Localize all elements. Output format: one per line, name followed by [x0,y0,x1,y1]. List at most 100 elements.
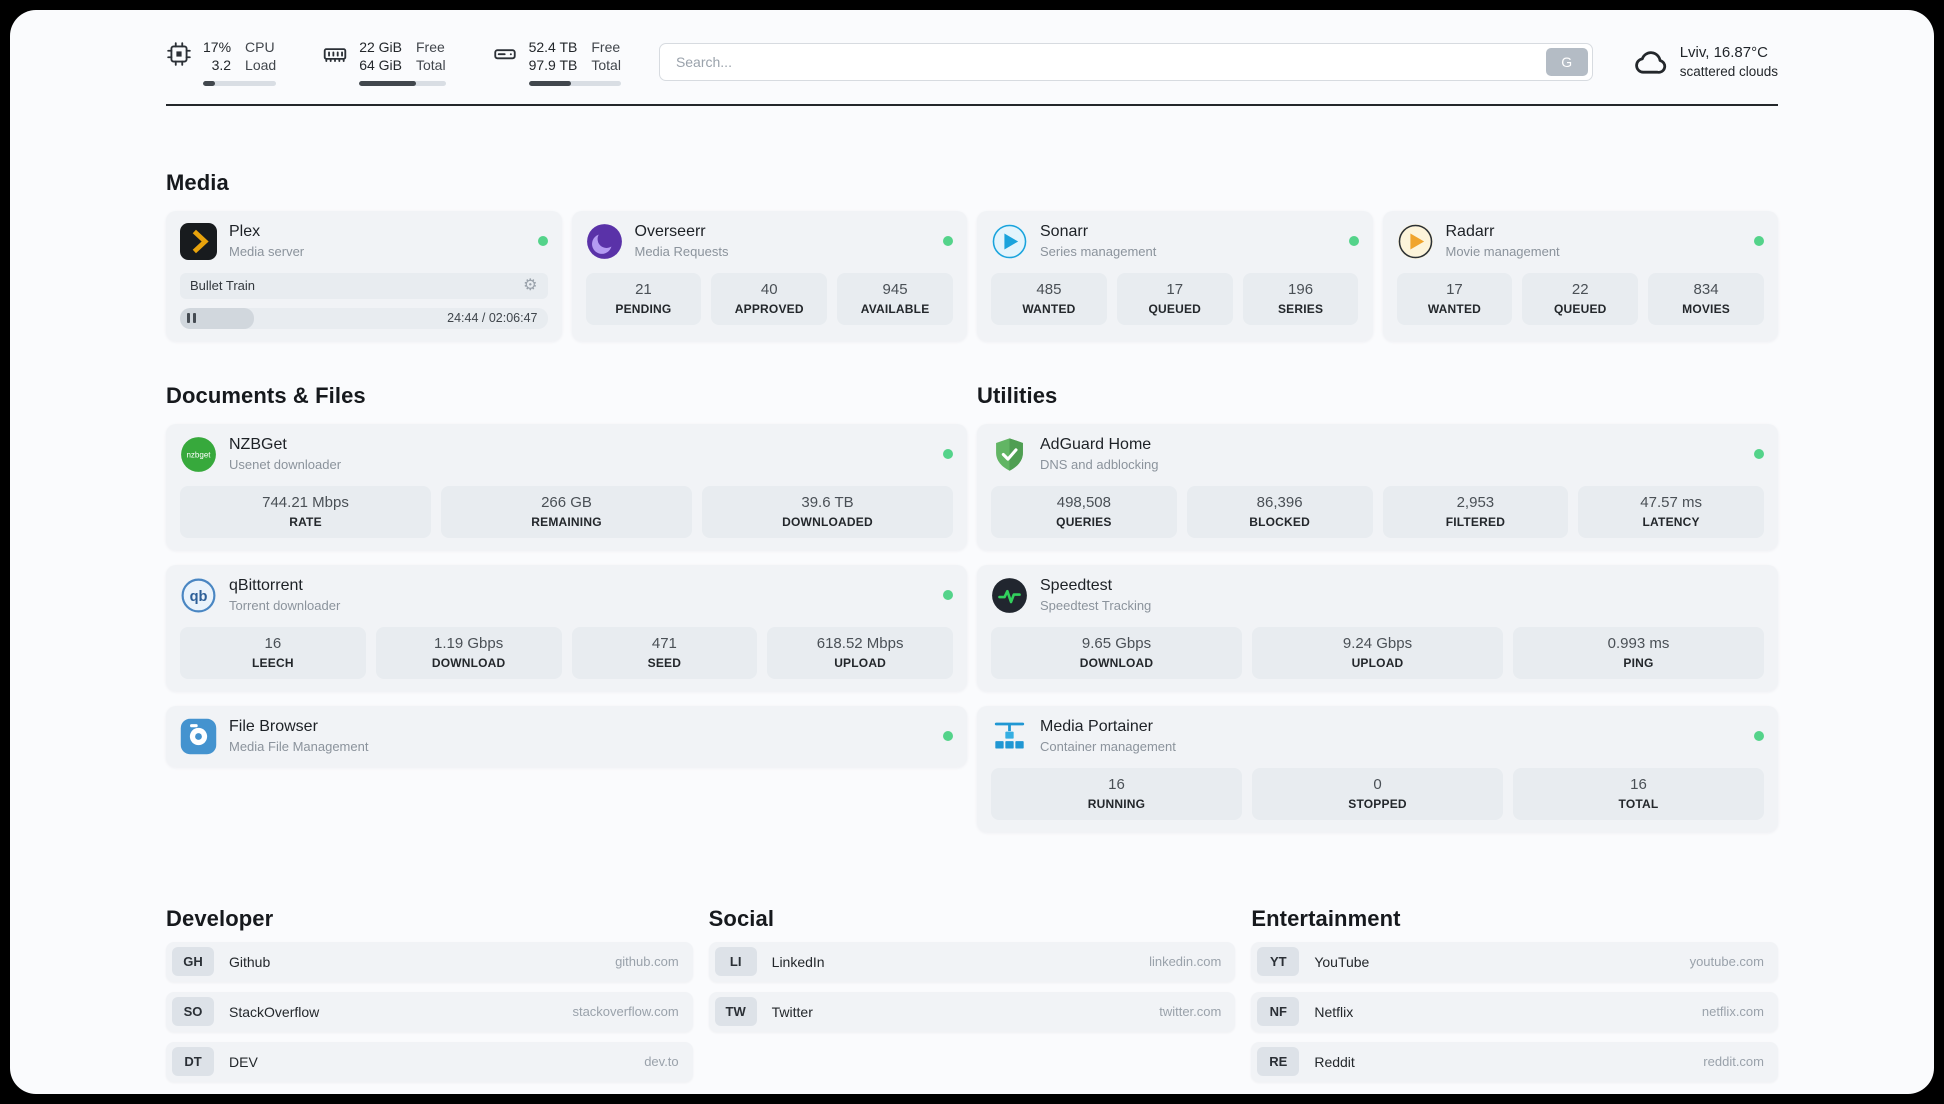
app-name: qBittorrent [229,577,303,595]
search-input[interactable] [663,53,1546,70]
stat-blocked: 86,396 BLOCKED [1186,485,1373,538]
disk-total-value: 97.9 TB [528,57,578,74]
stat-upload: 9.24 Gbps UPLOAD [1252,626,1503,679]
disk-icon [492,41,518,67]
filebrowser-card[interactable]: File Browser Media File Management [166,705,967,767]
overseerr-card[interactable]: Overseerr Media Requests 21 PENDING 40 A… [571,210,967,341]
bookmark-name: DEV [229,1053,258,1070]
plex-card[interactable]: Plex Media server Bullet Train ⚙ 24:44 /… [166,210,562,341]
cloud-icon [1631,46,1669,78]
status-dot [537,236,548,247]
bookmark-name: StackOverflow [229,1003,320,1020]
playback-time: 24:44 / 02:06:47 [447,311,538,326]
portainer-icon [991,718,1028,755]
nzbget-icon: nzbget [180,436,217,473]
app-desc: Torrent downloader [229,598,341,614]
sonarr-card[interactable]: Sonarr Series management 485 WANTED 17 Q… [977,210,1373,341]
status-dot [943,449,953,460]
pause-icon[interactable] [187,308,196,329]
bookmark-abbr: GH [172,947,214,977]
bookmark-url: youtube.com [1689,954,1764,970]
section-title-documents: Documents & Files [166,382,366,408]
bookmark-abbr: LI [714,947,757,977]
bookmark-linkedin[interactable]: LI LinkedIn linkedin.com [708,941,1236,982]
stat-ping: 0.993 ms PING [1513,626,1764,679]
radarr-card[interactable]: Radarr Movie management 17 WANTED 22 QUE… [1382,210,1778,341]
app-name: Speedtest [1040,577,1113,595]
now-playing-title: Bullet Train [190,278,256,294]
bookmark-reddit[interactable]: RE Reddit reddit.com [1251,1041,1778,1082]
bookmark-netflix[interactable]: NF Netflix netflix.com [1251,991,1778,1032]
portainer-card[interactable]: Media Portainer Container management 16 … [977,705,1778,832]
status-dot [1754,236,1764,247]
ram-icon [322,41,348,67]
stat-movies: 834 MOVIES [1648,272,1764,325]
status-dot [943,236,953,247]
bookmark-url: netflix.com [1701,1004,1764,1020]
gear-icon[interactable]: ⚙ [523,276,538,294]
filebrowser-icon [180,718,217,755]
bookmark-url: reddit.com [1703,1054,1764,1070]
stat-stopped: 0 STOPPED [1252,767,1503,820]
disk-label-bottom: Total [591,57,621,74]
app-desc: Media File Management [229,739,369,755]
bookmark-twitter[interactable]: TW Twitter twitter.com [708,991,1236,1032]
plex-icon [180,222,217,260]
bookmark-dev[interactable]: DT DEV dev.to [166,1041,693,1082]
playback-progress-bar[interactable]: 24:44 / 02:06:47 [180,307,548,329]
ram-label-bottom: Total [416,57,446,74]
stat-queued: 22 QUEUED [1522,272,1639,325]
ram-free-value: 22 GiB [359,39,402,55]
stat-available: 945 AVAILABLE [837,272,953,325]
documents-column: Documents & Files nzbget NZBGet Usenet d… [166,383,967,832]
bookmark-abbr: SO [172,997,214,1027]
disk-progress-bar [528,80,621,86]
stat-remaining: 266 GB REMAINING [441,485,692,538]
stat-running: 16 RUNNING [991,767,1242,820]
disk-metric: 52.4 TB 97.9 TB Free Total [492,38,621,86]
bookmark-url: linkedin.com [1149,954,1222,970]
adguard-icon [991,436,1028,473]
app-name: Media Portainer [1040,718,1153,736]
qbittorrent-icon: qb [180,577,217,614]
ram-total-value: 64 GiB [359,57,402,74]
speedtest-card[interactable]: Speedtest Speedtest Tracking 9.65 Gbps D… [977,564,1778,691]
ram-progress-bar [359,80,446,86]
app-desc: Series management [1040,244,1157,260]
stat-wanted: 17 WANTED [1396,272,1513,325]
stat-filtered: 2,953 FILTERED [1382,485,1569,538]
bookmark-stackoverflow[interactable]: SO StackOverflow stackoverflow.com [166,991,693,1032]
section-title-utilities: Utilities [977,382,1058,408]
bookmark-url: dev.to [644,1054,679,1070]
bookmark-url: github.com [615,954,679,970]
app-name: File Browser [229,718,318,736]
bookmark-youtube[interactable]: YT YouTube youtube.com [1251,941,1778,982]
svg-text:qb: qb [190,589,208,605]
stat-queued: 17 QUEUED [1116,272,1233,325]
section-title-developer: Developer [166,905,274,931]
stat-download: 1.19 Gbps DOWNLOAD [375,626,562,679]
overseerr-icon [586,223,623,260]
bookmark-github[interactable]: GH Github github.com [166,941,693,982]
bookmark-name: Reddit [1314,1053,1355,1070]
section-title-entertainment: Entertainment [1251,905,1401,931]
bookmark-name: Github [229,953,271,970]
stat-latency: 47.57 ms LATENCY [1578,485,1764,538]
cpu-load-value: 3.2 [211,57,232,74]
cpu-metric: 17% 3.2 CPU Load [166,38,277,86]
adguard-card[interactable]: AdGuard Home DNS and adblocking 498,508 … [977,423,1778,550]
section-title-media: Media [166,169,229,195]
weather-condition: scattered clouds [1679,64,1778,80]
stat-seed: 471 SEED [571,626,758,679]
bookmark-name: Netflix [1314,1003,1354,1020]
bookmark-url: stackoverflow.com [572,1004,679,1020]
search-engine-button[interactable]: G [1545,47,1588,76]
now-playing-row: Bullet Train ⚙ [180,272,548,299]
nzbget-card[interactable]: nzbget NZBGet Usenet downloader 744.21 M… [166,423,967,550]
bookmark-abbr: DT [172,1047,214,1077]
search-bar: G [658,42,1593,81]
stat-downloaded: 39.6 TB DOWNLOADED [702,485,953,538]
bookmark-abbr: YT [1257,947,1300,977]
stat-upload: 618.52 Mbps UPLOAD [767,626,953,679]
qbittorrent-card[interactable]: qb qBittorrent Torrent downloader 16 LEE… [166,564,967,691]
